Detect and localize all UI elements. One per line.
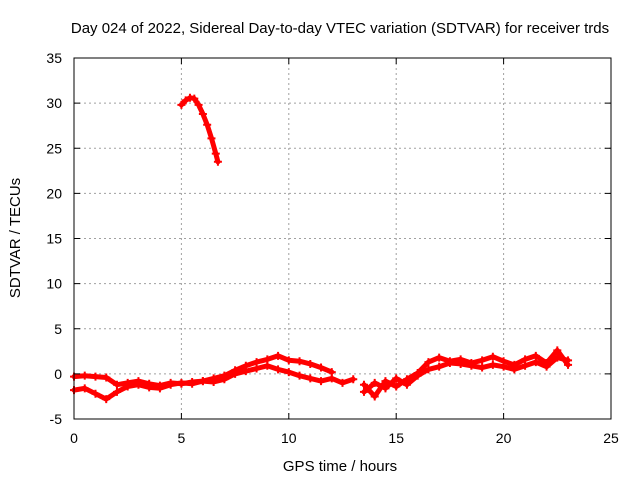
data-point [102, 395, 111, 404]
data-point [510, 360, 519, 369]
y-tick-label: 30 [46, 95, 62, 111]
data-point [392, 382, 401, 391]
data-point [435, 353, 444, 362]
data-point [80, 371, 89, 380]
data-point [155, 384, 164, 393]
data-point [274, 351, 283, 360]
data-point [263, 361, 272, 370]
y-tick-label: 35 [46, 50, 62, 66]
data-point [402, 375, 411, 384]
y-tick-label: 25 [46, 140, 62, 156]
data-point [274, 365, 283, 374]
x-tick-label: 15 [388, 430, 404, 446]
data-point [295, 371, 304, 380]
y-tick-label: 20 [46, 185, 62, 201]
data-point [190, 94, 199, 103]
data-point [177, 378, 186, 387]
data-point [424, 358, 433, 367]
data-point [488, 360, 497, 369]
data-point [209, 377, 218, 386]
y-tick-label: 15 [46, 231, 62, 247]
data-point [91, 389, 100, 398]
data-point [553, 346, 562, 355]
data-point [102, 373, 111, 382]
data-point [359, 387, 368, 396]
y-tick-label: 5 [54, 321, 62, 337]
data-point [424, 365, 433, 374]
chart-title: Day 024 of 2022, Sidereal Day-to-day VTE… [71, 20, 609, 37]
data-point [91, 372, 100, 381]
data-point [80, 384, 89, 393]
x-tick-label: 10 [281, 430, 297, 446]
data-point [359, 380, 368, 389]
data-point [123, 382, 132, 391]
data-point [284, 368, 293, 377]
data-point [317, 363, 326, 372]
data-point [564, 360, 573, 369]
data-point [207, 134, 216, 143]
x-tick-label: 5 [178, 430, 186, 446]
y-tick-label: 0 [54, 366, 62, 382]
data-point [531, 351, 540, 360]
data-point [445, 357, 454, 366]
data-point [478, 356, 487, 365]
data-point [499, 357, 508, 366]
data-point [413, 368, 422, 377]
data-series-group [70, 93, 573, 404]
data-point [327, 374, 336, 383]
data-point [220, 375, 229, 384]
data-point [306, 374, 315, 383]
data-point [521, 355, 530, 364]
data-point [456, 355, 465, 364]
data-point [241, 367, 250, 376]
series-arc-3 [178, 95, 221, 165]
data-point [198, 377, 207, 386]
x-axis-label: GPS time / hours [283, 458, 397, 475]
data-point [252, 364, 261, 373]
data-point [177, 100, 186, 109]
data-point [284, 356, 293, 365]
data-point [467, 359, 476, 368]
data-point [203, 120, 212, 129]
data-point [488, 352, 497, 361]
data-point [181, 96, 190, 105]
data-point [134, 380, 143, 389]
data-point [295, 357, 304, 366]
data-point [112, 387, 121, 396]
data-point [392, 374, 401, 383]
axis-ticks: 0 5 10 15 20 25 -5 0 5 10 15 20 25 30 35 [46, 50, 619, 446]
data-point [188, 379, 197, 388]
data-point [198, 109, 207, 118]
y-tick-label: -5 [50, 411, 63, 427]
data-point [112, 380, 121, 389]
y-tick-label: 10 [46, 276, 62, 292]
data-point [338, 378, 347, 387]
data-point [194, 100, 203, 109]
data-point [317, 377, 326, 386]
data-point [349, 375, 358, 384]
y-axis-label: SDTVAR / TECUs [7, 178, 24, 298]
data-point [306, 359, 315, 368]
data-point [542, 359, 551, 368]
x-tick-label: 25 [603, 430, 619, 446]
data-point [213, 157, 222, 166]
data-point [370, 392, 379, 401]
x-tick-label: 20 [496, 430, 512, 446]
data-point [370, 378, 379, 387]
data-point [231, 369, 240, 378]
data-point [381, 377, 390, 386]
data-point [145, 383, 154, 392]
data-point [478, 363, 487, 372]
data-point [166, 380, 175, 389]
data-point [211, 149, 220, 158]
data-point [435, 362, 444, 371]
x-tick-label: 0 [70, 430, 78, 446]
